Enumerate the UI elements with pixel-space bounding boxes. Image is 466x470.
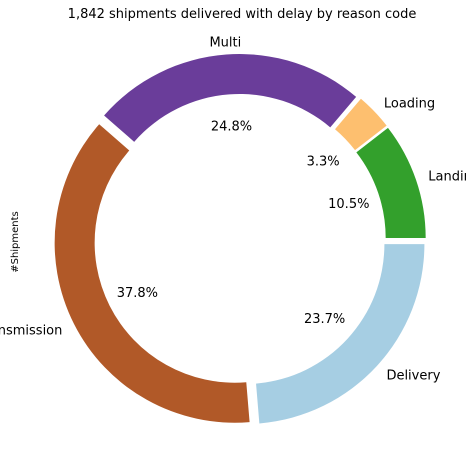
slice-landing [356, 127, 426, 239]
slice-transmission [54, 124, 250, 423]
slice-percent-transmission: 37.8% [117, 286, 158, 301]
slice-label-delivery: Delivery [386, 369, 440, 384]
slice-delivery [256, 244, 425, 424]
slice-loading [335, 98, 387, 151]
slice-label-multi: Multi [209, 36, 241, 51]
labels-group: Delivery 23.7% Transmission 37.8% Multi 24.8%… [0, 36, 466, 384]
slice-percent-landing: 10.5% [328, 197, 369, 212]
chart-title: 1,842 shipments delivered with delay by … [68, 7, 417, 22]
slice-label-transmission: Transmission [0, 324, 62, 339]
slice-percent-loading: 3.3% [307, 155, 340, 170]
y-axis-label: #Shipments [10, 211, 21, 273]
slice-percent-multi: 24.8% [211, 119, 252, 134]
slice-percent-delivery: 23.7% [304, 312, 345, 327]
slices-group [54, 54, 426, 424]
slice-label-landing: Landing [428, 170, 466, 185]
slice-label-loading: Loading [384, 97, 435, 112]
slice-multi [104, 54, 357, 142]
